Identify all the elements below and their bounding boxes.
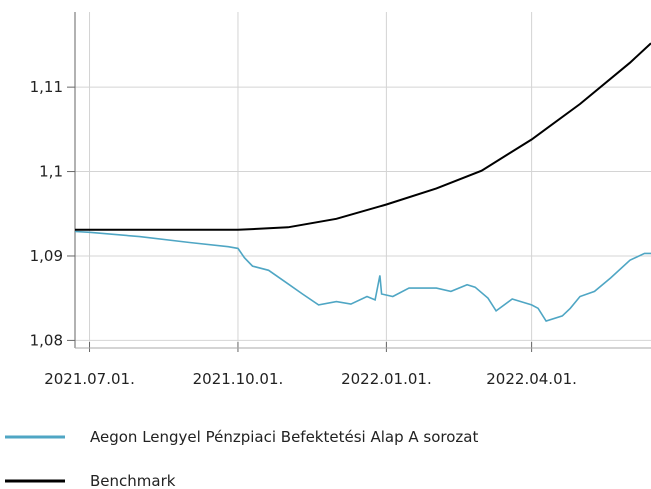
series-line bbox=[74, 230, 651, 322]
y-tick-label: 1,08 bbox=[30, 331, 63, 349]
series-line bbox=[75, 42, 651, 231]
x-tick-label: 2021.10.01. bbox=[193, 370, 284, 388]
legend-label: Aegon Lengyel Pénzpiaci Befektetési Alap… bbox=[90, 428, 478, 446]
x-tick-label: 2022.01.01. bbox=[341, 370, 432, 388]
y-tick-label: 1,11 bbox=[30, 78, 63, 96]
x-tick-label: 2021.07.01. bbox=[44, 370, 135, 388]
y-tick-label: 1,09 bbox=[30, 247, 63, 265]
y-tick-label: 1,1 bbox=[39, 163, 63, 181]
legend-label: Benchmark bbox=[90, 472, 176, 489]
x-tick-label: 2022.04.01. bbox=[486, 370, 577, 388]
